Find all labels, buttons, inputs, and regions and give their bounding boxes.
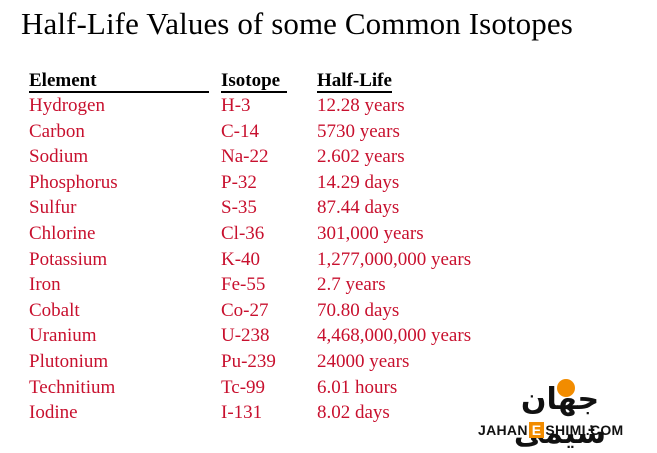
- isotope-cell: Pu-239: [221, 350, 276, 372]
- element-cell: Sodium: [29, 146, 89, 168]
- element-cell: Iron: [29, 274, 61, 296]
- half-life-cell: 4,468,000,000 years: [317, 325, 472, 347]
- isotope-cell: C-14: [221, 120, 259, 142]
- element-cell: Plutonium: [29, 350, 109, 372]
- page-title: Half-Life Values of some Common Isotopes: [21, 6, 573, 41]
- half-life-cell: 87.44 days: [317, 197, 400, 219]
- half-life-cell: 2.7 years: [317, 274, 386, 296]
- element-cell: Sulfur: [29, 197, 77, 219]
- isotope-cell: P-32: [221, 171, 257, 193]
- isotope-cell: Cl-36: [221, 222, 265, 244]
- logo-text-e: E: [528, 422, 545, 438]
- element-cell: Uranium: [29, 325, 97, 347]
- isotope-cell: Co-27: [221, 299, 269, 321]
- isotope-cell: K-40: [221, 248, 261, 270]
- element-cell: Carbon: [29, 120, 85, 142]
- isotope-cell: Fe-55: [221, 274, 266, 296]
- header-isotope: Isotope: [221, 70, 287, 93]
- logo-text: JAHAN E SHIMI.COM: [478, 422, 624, 438]
- isotope-cell: Tc-99: [221, 376, 266, 398]
- isotope-cell: S-35: [221, 197, 257, 219]
- half-life-cell: 24000 years: [317, 350, 410, 372]
- isotope-cell: H-3: [221, 95, 251, 116]
- isotope-cell: I-131: [221, 402, 263, 424]
- isotope-cell: Na-22: [221, 146, 269, 168]
- half-life-cell: 301,000 years: [317, 222, 424, 244]
- element-cell: Iodine: [29, 402, 78, 424]
- header-half-life: Half-Life: [317, 70, 392, 93]
- half-life-cell: 12.28 years: [317, 95, 405, 116]
- element-cell: Technitium: [29, 376, 116, 398]
- logo-text-post: SHIMI.COM: [545, 422, 624, 438]
- logo-mark: جهان شیمی: [513, 382, 607, 451]
- element-cell: Chlorine: [29, 222, 96, 244]
- half-life-cell: 14.29 days: [317, 171, 400, 193]
- half-life-cell: 6.01 hours: [317, 376, 398, 398]
- header-element: Element: [29, 70, 209, 93]
- isotope-cell: U-238: [221, 325, 270, 347]
- half-life-cell: 5730 years: [317, 120, 400, 142]
- half-life-cell: 2.602 years: [317, 146, 405, 168]
- half-life-cell: 1,277,000,000 years: [317, 248, 472, 270]
- element-cell: Hydrogen: [29, 95, 105, 116]
- element-cell: Potassium: [29, 248, 108, 270]
- half-life-cell: 70.80 days: [317, 299, 400, 321]
- half-life-cell: 8.02 days: [317, 402, 390, 424]
- element-cell: Cobalt: [29, 299, 80, 321]
- element-cell: Phosphorus: [29, 171, 118, 193]
- logo-accent-dot: [557, 379, 575, 397]
- site-logo: جهان شیمی JAHAN E SHIMI.COM: [470, 375, 650, 451]
- logo-text-pre: JAHAN: [478, 422, 528, 438]
